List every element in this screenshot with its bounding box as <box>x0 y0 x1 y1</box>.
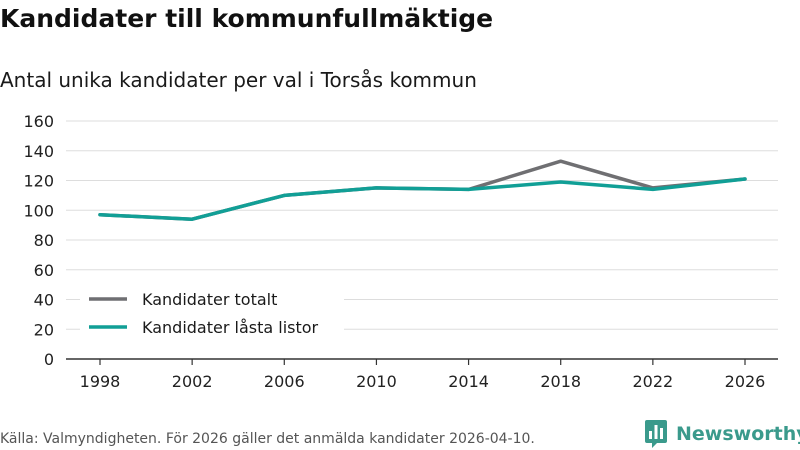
gridlines <box>66 120 778 330</box>
y-tick-label: 40 <box>34 291 54 310</box>
y-tick-label: 160 <box>23 112 54 131</box>
series-lines <box>98 159 747 221</box>
brand-name: Newsworthy <box>676 423 800 445</box>
source-note: Källa: Valmyndigheten. För 2026 gäller d… <box>0 431 535 447</box>
y-axis: 0 20 40 60 80 100 120 140 160 <box>23 112 54 369</box>
x-tick-label: 2022 <box>632 372 673 391</box>
newsworthy-logo-icon <box>645 420 667 448</box>
newsworthy-logo: Newsworthy <box>644 419 800 449</box>
chart-subtitle: Antal unika kandidater per val i Torsås … <box>0 68 477 92</box>
chart-title: Kandidater till kommunfullmäktige <box>0 4 494 33</box>
y-tick-label: 80 <box>34 231 54 250</box>
y-tick-label: 0 <box>44 350 54 369</box>
x-tick-label: 2010 <box>356 372 397 391</box>
legend-background <box>80 283 344 345</box>
legend-label: Kandidater totalt <box>142 290 277 309</box>
x-tick-label: 1998 <box>80 372 121 391</box>
x-axis: 1998 2002 2006 2010 2014 2018 2022 2026 <box>66 358 778 391</box>
x-tick-label: 2018 <box>540 372 581 391</box>
x-tick-label: 2026 <box>725 372 766 391</box>
y-tick-label: 100 <box>23 201 54 220</box>
legend: Kandidater totalt Kandidater låsta listor <box>80 283 344 345</box>
x-tick-label: 2002 <box>172 372 213 391</box>
y-tick-label: 120 <box>23 172 54 191</box>
series-line-2 <box>98 177 747 221</box>
legend-label: Kandidater låsta listor <box>142 318 319 337</box>
x-tick-label: 2006 <box>264 372 305 391</box>
y-tick-label: 60 <box>34 261 54 280</box>
y-tick-label: 20 <box>34 320 54 339</box>
y-tick-label: 140 <box>23 142 54 161</box>
x-tick-label: 2014 <box>448 372 489 391</box>
